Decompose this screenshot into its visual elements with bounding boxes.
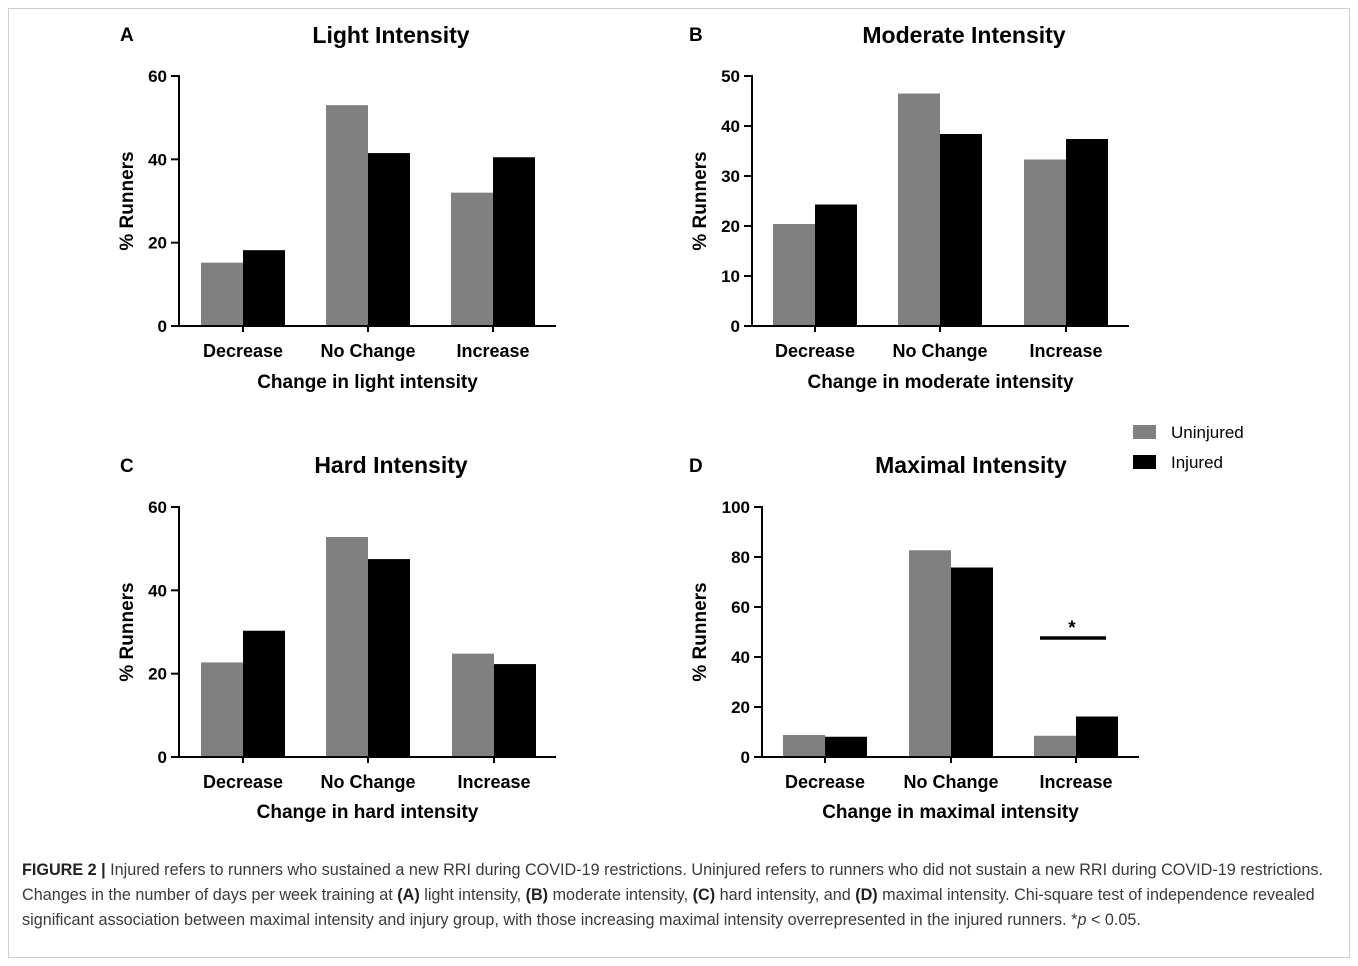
bar-uninjured-increase [452,653,494,757]
caption-text-5: maximal intensity. Chi-square test of in… [22,886,1315,929]
bar-injured-increase [1066,139,1108,326]
y-tick-label: 40 [731,648,750,667]
x-tick-label: No Change [320,341,415,361]
bar-injured-decrease [825,736,867,757]
panel-letter: A [120,25,134,46]
y-tick-label: 80 [731,548,750,567]
bar-uninjured-increase [451,192,493,326]
significance-marker: * [1068,618,1076,639]
bar-injured-decrease [815,204,857,326]
y-tick-label: 0 [731,317,740,336]
bar-uninjured-no-change [326,537,368,757]
chart-panel-c: C Hard Intensity Decrease No Change Increase… [117,452,556,823]
caption-ref-d: (D) [855,886,878,904]
panel-letter: C [120,456,134,477]
chart-title: Hard Intensity [314,452,468,478]
bar-injured-no-change [940,134,982,326]
x-tick-label: Decrease [775,341,855,361]
caption-text-3: moderate intensity, [548,886,693,904]
chart-title: Moderate Intensity [862,22,1065,48]
x-axis-title: Change in moderate intensity [807,372,1073,393]
bar-injured-increase [493,157,535,326]
bar-uninjured-no-change [326,105,368,327]
x-axis-title: Change in maximal intensity [822,802,1079,823]
y-tick-label: 40 [721,117,740,136]
y-axis-title: % Runners [690,582,711,681]
y-tick-label: 20 [148,234,167,253]
y-axis-title: % Runners [117,582,138,681]
chart-panel-a: A Light Intensity Decrease No Change Increas… [117,22,556,393]
chart-title: Light Intensity [312,22,469,48]
y-tick-label: 20 [148,665,167,684]
y-tick-label: 30 [721,167,740,186]
x-axis-title: Change in hard intensity [257,802,479,823]
bar-uninjured-decrease [773,224,815,326]
bar-injured-no-change [951,567,993,757]
y-tick-label: 50 [721,67,740,86]
x-tick-label: No Change [892,341,987,361]
x-axis-title: Change in light intensity [257,372,478,393]
panel-letter: B [689,25,703,46]
caption-ref-c: (C) [692,886,716,904]
caption-text-6: < 0.05. [1086,911,1141,929]
bar-injured-no-change [368,559,410,757]
caption-text-2: light intensity, [419,886,526,904]
chart-panel-d: D Maximal Intensity Decrease No Change Incre… [689,452,1139,823]
bar-injured-increase [1076,716,1118,757]
bar-injured-decrease [243,250,285,326]
caption-ref-a: (A) [397,886,420,904]
y-tick-label: 20 [721,217,740,236]
x-tick-label: Increase [457,772,530,792]
legend-label-uninjured: Uninjured [1171,423,1244,442]
x-tick-label: No Change [320,772,415,792]
x-tick-label: No Change [903,772,998,792]
x-tick-label: Increase [1029,341,1102,361]
figure-charts: A Light Intensity Decrease No Change Increas… [117,22,1244,823]
x-tick-label: Decrease [785,772,865,792]
legend: Uninjured Injured [1133,423,1244,472]
bar-uninjured-decrease [783,735,825,757]
figure-caption: FIGURE 2 | Injured refers to runners who… [22,858,1342,933]
y-tick-label: 40 [148,150,167,169]
bar-injured-no-change [368,153,410,326]
x-tick-label: Decrease [203,772,283,792]
y-tick-label: 10 [721,267,740,286]
chart-panel-b: B Moderate Intensity Decrease No Change Incr… [689,22,1129,393]
bar-uninjured-decrease [201,662,243,757]
caption-ref-b: (B) [525,886,549,904]
caption-p-symbol: p [1077,911,1087,929]
bar-uninjured-decrease [201,262,243,326]
x-tick-label: Increase [1039,772,1112,792]
y-tick-label: 60 [731,598,750,617]
legend-swatch-injured [1133,455,1156,469]
y-tick-label: 60 [148,498,167,517]
y-axis-title: % Runners [690,151,711,250]
y-tick-label: 60 [148,67,167,86]
figure-frame [8,8,1350,958]
x-tick-label: Increase [456,341,529,361]
bar-uninjured-increase [1034,735,1076,757]
y-axis-title: % Runners [117,151,138,250]
bar-injured-increase [494,664,536,757]
y-tick-label: 0 [158,748,167,767]
legend-label-injured: Injured [1171,453,1223,472]
panel-letter: D [689,456,703,477]
y-tick-label: 20 [731,698,750,717]
y-tick-label: 0 [158,317,167,336]
y-tick-label: 40 [148,581,167,600]
caption-text-4: hard intensity, and [715,886,856,904]
bar-injured-decrease [243,630,285,757]
bar-uninjured-increase [1024,159,1066,326]
bar-uninjured-no-change [898,93,940,326]
chart-title: Maximal Intensity [875,452,1067,478]
x-tick-label: Decrease [203,341,283,361]
caption-label: FIGURE 2 | [22,861,106,879]
y-tick-label: 0 [741,748,750,767]
y-tick-label: 100 [722,498,750,517]
caption-text-1: Injured refers to runners who sustained … [22,861,1323,904]
bar-uninjured-no-change [909,550,951,757]
legend-swatch-uninjured [1133,425,1156,439]
